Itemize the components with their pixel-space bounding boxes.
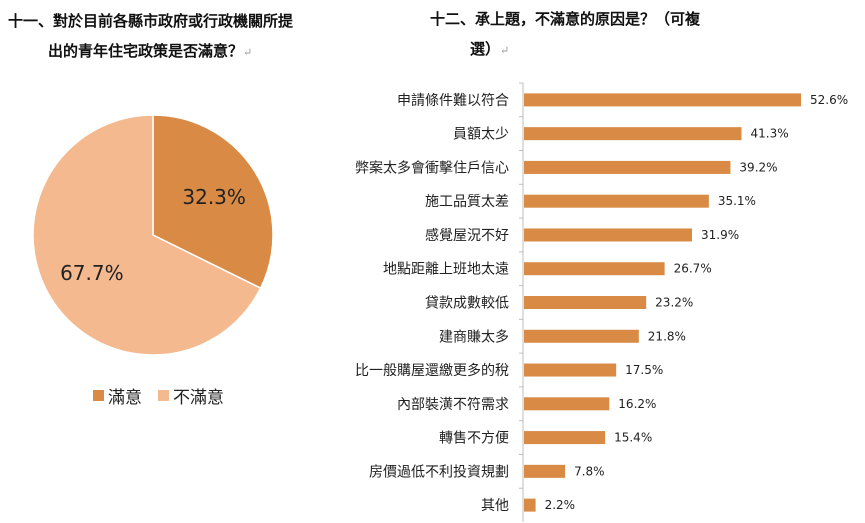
bar <box>524 160 731 174</box>
bar-value-label: 2.2% <box>545 498 576 512</box>
pie-slice-satisfied <box>152 114 274 290</box>
bar <box>524 464 566 478</box>
category-tick-label: 其他 <box>481 498 509 514</box>
legend-swatch-unsatisfied <box>158 390 169 401</box>
category-tick-label: 感覺屋況不好 <box>425 227 509 244</box>
question-12-line-2: 選） <box>470 40 501 58</box>
bar-value-label: 16.2% <box>618 397 656 411</box>
bar <box>524 194 709 208</box>
bar <box>524 431 606 445</box>
legend-swatch-satisfied <box>93 390 104 401</box>
question-12-line-1: 十二、承上題，不滿意的原因是？（可複 <box>430 10 701 28</box>
pie-data-label: 32.3% <box>182 185 246 209</box>
bar <box>524 363 617 377</box>
bar <box>524 329 639 343</box>
bar <box>524 127 742 141</box>
pie-data-label: 67.7% <box>60 261 124 285</box>
category-tick-label: 弊案太多會衝擊住戶信心 <box>355 159 509 176</box>
legend-label: 不滿意 <box>173 388 224 408</box>
bar <box>524 397 610 411</box>
bar-value-label: 35.1% <box>718 194 756 208</box>
bar-value-label: 7.8% <box>574 464 605 478</box>
category-tick-label: 貸款成數較低 <box>425 296 509 312</box>
category-tick-label: 施工品質太差 <box>425 194 509 210</box>
category-tick-label: 建商賺太多 <box>439 328 509 345</box>
bar-value-label: 26.7% <box>674 262 712 276</box>
category-tick-label: 申請條件難以符合 <box>397 93 509 109</box>
question-11-line-2-wrap: 出的青年住宅政策是否滿意？↵ <box>8 36 388 68</box>
legend-label: 滿意 <box>108 388 142 408</box>
bar-value-label: 39.2% <box>739 160 777 174</box>
category-tick-label: 內部裝潢不符需求 <box>397 397 509 413</box>
category-tick-label: 比一般購屋還繳更多的稅 <box>355 362 509 379</box>
paragraph-mark: ↵ <box>243 46 253 59</box>
bar <box>524 93 801 107</box>
question-12-title: 十二、承上題，不滿意的原因是？（可複 選）↵ <box>430 4 810 66</box>
bar <box>524 498 536 512</box>
bar <box>524 228 692 242</box>
category-tick-label: 員額太少 <box>453 127 509 143</box>
satisfaction-pie-chart: 32.3% 67.7% <box>32 114 274 356</box>
bar <box>524 262 665 276</box>
reasons-bar-chart: 申請條件難以符合 52.6% 員額太少 41.3% 弊案太多會衝擊住戶信心 39.2% 施工… <box>355 82 848 522</box>
question-11-line-2: 出的青年住宅政策是否滿意？ <box>48 42 244 60</box>
bar-value-label: 41.3% <box>750 127 788 141</box>
bar-value-label: 52.6% <box>810 93 848 107</box>
question-11-title: 十一、對於目前各縣市政府或行政機關所提 出的青年住宅政策是否滿意？↵ <box>8 6 388 68</box>
bar-value-label: 15.4% <box>614 431 652 445</box>
question-11-line-1: 十一、對於目前各縣市政府或行政機關所提 <box>8 12 294 30</box>
category-tick-label: 轉售不方便 <box>439 431 509 447</box>
pie-legend: 滿意 不滿意 <box>93 388 224 408</box>
category-tick-label: 房價過低不利投資規劃 <box>369 463 509 480</box>
paragraph-mark: ↵ <box>500 44 510 57</box>
category-tick-label: 地點距離上班地太遠 <box>383 261 509 278</box>
bar-value-label: 17.5% <box>625 363 663 377</box>
bar <box>524 296 647 309</box>
bar-value-label: 31.9% <box>701 228 739 242</box>
pie-slice-unsatisfied <box>32 114 262 356</box>
bar-value-label: 21.8% <box>648 329 686 343</box>
question-12-line-2-wrap: 選）↵ <box>430 34 810 66</box>
bar-value-label: 23.2% <box>655 296 693 310</box>
